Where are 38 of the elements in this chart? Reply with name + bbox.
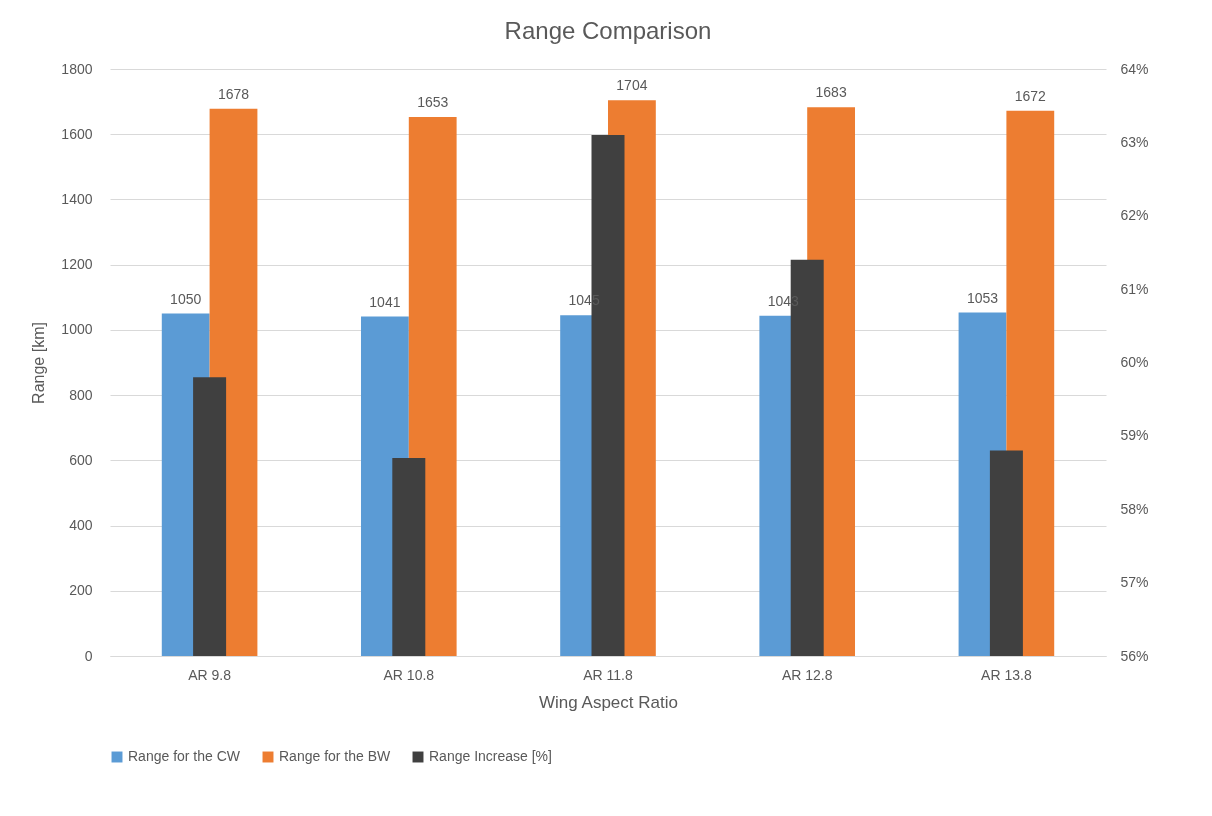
- y2-tick-label: 57%: [1120, 574, 1149, 591]
- y2-tick-label: 60%: [1120, 354, 1149, 370]
- y2-tick-label: 61%: [1120, 280, 1149, 297]
- y2-tick-label: 62%: [1120, 207, 1149, 224]
- chart-title: Range Comparison: [504, 17, 712, 44]
- y-tick-label: 1800: [61, 60, 93, 77]
- y-tick-label: 800: [69, 386, 93, 403]
- data-label: 1672: [1014, 87, 1047, 104]
- legend-label: Range for the CW: [128, 748, 241, 764]
- data-label: 1653: [417, 93, 449, 110]
- y-tick-label: 1600: [61, 125, 93, 142]
- data-label: 1053: [966, 289, 999, 306]
- y2-tick-label: 56%: [1120, 647, 1149, 664]
- y-tick-label: 400: [69, 517, 93, 534]
- x-axis-title: Wing Aspect Ratio: [539, 692, 678, 712]
- data-label: 1683: [815, 84, 847, 101]
- y-tick-label: 200: [69, 582, 93, 599]
- legend-label: Range for the BW: [279, 748, 392, 764]
- y-tick-label: 1200: [61, 256, 93, 273]
- x-tick-label: AR 13.8: [981, 666, 1032, 683]
- y-tick-label: 1000: [61, 321, 93, 338]
- x-tick-label: AR 9.8: [188, 666, 232, 683]
- y-tick-label: 0: [84, 647, 93, 664]
- y-tick-label: 600: [69, 451, 93, 468]
- y2-tick-label: 59%: [1120, 427, 1149, 444]
- y2-tick-label: 63%: [1120, 133, 1149, 150]
- x-tick-label: AR 11.8: [583, 666, 633, 683]
- data-label: 1041: [369, 293, 401, 310]
- data-label: 1704: [616, 77, 648, 94]
- legend-label: Range Increase [%]: [429, 748, 552, 764]
- y-axis-title: Range [km]: [30, 322, 48, 404]
- data-label: 1050: [170, 290, 202, 307]
- y2-tick-label: 58%: [1120, 500, 1149, 517]
- x-tick-label: AR 10.8: [383, 666, 435, 683]
- y-tick-label: 1400: [61, 190, 93, 207]
- data-label: 1678: [217, 85, 250, 102]
- x-tick-label: AR 12.8: [781, 666, 833, 683]
- y2-tick-label: 64%: [1120, 60, 1149, 77]
